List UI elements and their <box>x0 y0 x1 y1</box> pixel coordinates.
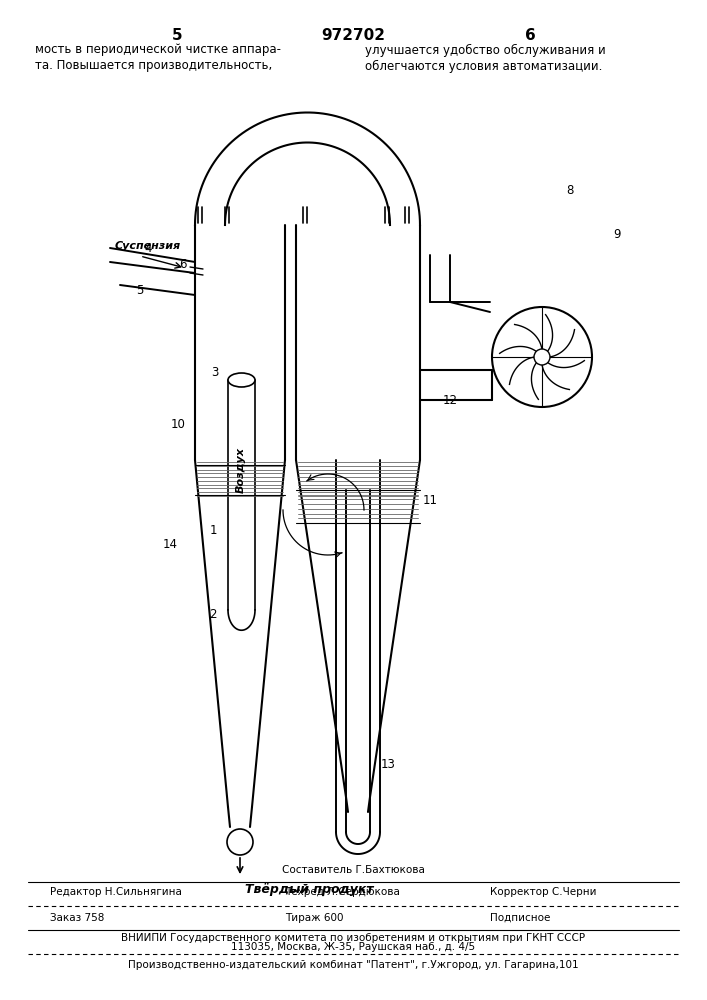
Ellipse shape <box>228 373 255 387</box>
Text: 11: 11 <box>423 493 438 506</box>
Text: 15: 15 <box>233 836 248 848</box>
Text: 14: 14 <box>163 538 177 552</box>
Text: улучшается удобство обслуживания и: улучшается удобство обслуживания и <box>365 43 606 57</box>
Text: Корректор С.Черни: Корректор С.Черни <box>490 887 597 897</box>
Text: 13: 13 <box>380 758 395 772</box>
Text: 5: 5 <box>172 27 182 42</box>
Text: ВНИИПИ Государственного комитета по изобретениям и открытиям при ГКНТ СССР: ВНИИПИ Государственного комитета по изоб… <box>121 933 585 943</box>
Text: Воздух: Воздух <box>236 447 246 493</box>
Text: 2: 2 <box>209 608 217 621</box>
Text: Твёрдый продукт: Твёрдый продукт <box>245 884 373 896</box>
Text: 4: 4 <box>144 241 152 254</box>
Text: 7: 7 <box>239 376 247 389</box>
Text: та. Повышается производительность,: та. Повышается производительность, <box>35 60 272 73</box>
Text: Составитель Г.Бахтюкова: Составитель Г.Бахтюкова <box>281 865 424 875</box>
Text: мость в периодической чистке аппара-: мость в периодической чистке аппара- <box>35 43 281 56</box>
Text: Производственно-издательский комбинат "Патент", г.Ужгород, ул. Гагарина,101: Производственно-издательский комбинат "П… <box>128 960 578 970</box>
Text: 8: 8 <box>566 184 573 196</box>
Text: 5: 5 <box>136 284 144 296</box>
Text: Подписное: Подписное <box>490 913 550 923</box>
Text: 113035, Москва, Ж-35, Раушская наб., д. 4/5: 113035, Москва, Ж-35, Раушская наб., д. … <box>231 942 475 952</box>
Text: 3: 3 <box>211 365 218 378</box>
Text: Редактор Н.Сильнягина: Редактор Н.Сильнягина <box>50 887 182 897</box>
Text: Суспензия: Суспензия <box>115 241 181 251</box>
Text: Тираж 600: Тираж 600 <box>285 913 344 923</box>
Circle shape <box>227 829 253 855</box>
Text: облегчаются условия автоматизации.: облегчаются условия автоматизации. <box>365 59 602 73</box>
Text: Техред Л.Сердюкова: Техред Л.Сердюкова <box>285 887 400 897</box>
Text: 1: 1 <box>209 524 217 536</box>
Text: 972702: 972702 <box>321 27 385 42</box>
Text: 9: 9 <box>613 229 621 241</box>
Text: Заказ 758: Заказ 758 <box>50 913 105 923</box>
Text: 10: 10 <box>170 418 185 432</box>
Text: 6: 6 <box>525 27 535 42</box>
Circle shape <box>534 349 550 365</box>
Text: 12: 12 <box>443 393 457 406</box>
Text: 6: 6 <box>180 258 187 271</box>
